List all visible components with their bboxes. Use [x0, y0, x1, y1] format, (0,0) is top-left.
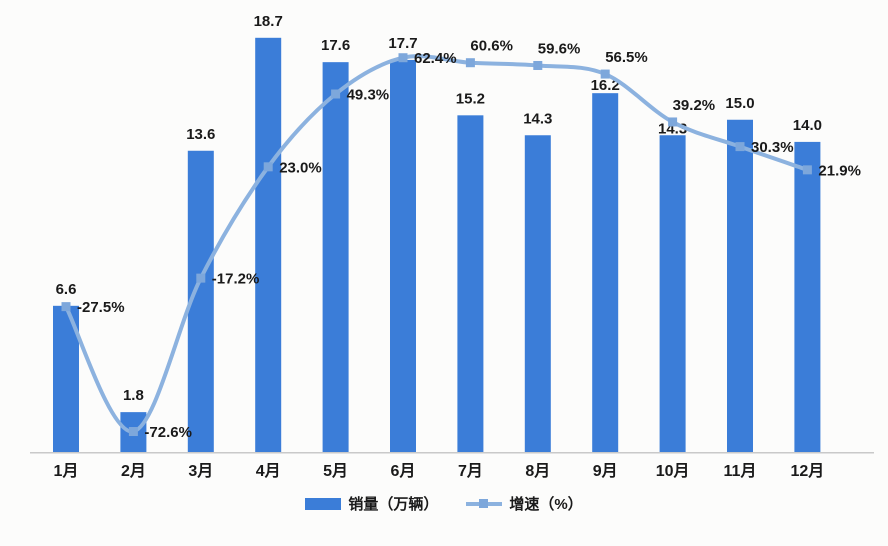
legend-item-sales: 销量（万辆） [305, 493, 438, 514]
bar-12 [794, 141, 821, 452]
x-tick-label-5: 5月 [323, 462, 348, 480]
bar-value-label-11: 15.0 [725, 95, 754, 112]
line-swatch-marker-icon [479, 499, 489, 508]
line-marker-11 [735, 142, 745, 152]
line-value-label-2: -72.6% [144, 424, 192, 441]
line-marker-1 [61, 302, 71, 312]
line-marker-10 [668, 117, 678, 127]
bar-value-label-3: 13.6 [186, 126, 215, 143]
line-value-label-12: 21.9% [818, 162, 861, 179]
line-marker-8 [533, 60, 543, 70]
bar-6 [390, 59, 416, 452]
line-marker-9 [600, 69, 610, 79]
line-value-label-7: 60.6% [470, 38, 513, 55]
bar-4 [255, 37, 282, 453]
x-tick-label-9: 9月 [593, 462, 618, 480]
bar-series-swatch [305, 497, 342, 510]
bar-value-label-1: 6.6 [56, 281, 77, 298]
line-marker-6 [398, 53, 408, 63]
line-value-label-11: 30.3% [751, 139, 794, 156]
line-value-label-1: -27.5% [77, 299, 125, 316]
bar-7 [457, 115, 484, 452]
bar-value-label-4: 18.7 [254, 13, 283, 30]
bar-value-label-8: 14.3 [523, 110, 552, 127]
bar-value-label-9: 16.2 [591, 77, 620, 94]
x-tick-label-2: 2月 [121, 462, 146, 480]
bar-9 [592, 93, 619, 453]
line-series-swatch [466, 497, 503, 510]
bar-value-label-12: 14.0 [793, 117, 822, 134]
bar-value-label-5: 17.6 [321, 37, 350, 54]
legend-label-sales: 销量（万辆） [348, 496, 439, 513]
bar-value-label-6: 17.7 [388, 35, 417, 52]
bar-value-label-7: 15.2 [456, 90, 485, 107]
x-tick-label-6: 6月 [391, 462, 416, 480]
x-tick-label-7: 7月 [458, 462, 483, 480]
x-tick-label-1: 1月 [54, 462, 79, 480]
x-tick-label-12: 12月 [790, 462, 824, 480]
chart-legend: 销量（万辆） 增速（%） [0, 493, 888, 514]
bar-5 [322, 62, 349, 452]
line-marker-7 [465, 58, 475, 68]
bar-value-label-2: 1.8 [123, 387, 144, 404]
line-value-label-5: 49.3% [347, 87, 390, 104]
x-tick-label-11: 11月 [724, 462, 757, 480]
line-value-label-4: 23.0% [279, 159, 322, 176]
line-value-label-6: 62.4% [414, 50, 457, 67]
line-marker-5 [331, 89, 341, 99]
x-tick-label-10: 10月 [656, 462, 690, 480]
bar-10 [659, 135, 686, 452]
line-marker-4 [263, 162, 273, 172]
line-marker-12 [802, 165, 812, 175]
line-value-label-3: -17.2% [212, 271, 260, 288]
x-tick-label-3: 3月 [188, 462, 213, 480]
legend-item-growth: 增速（%） [466, 493, 583, 514]
bar-8 [524, 135, 551, 452]
line-marker-2 [128, 427, 138, 437]
bar-11 [727, 119, 753, 452]
legend-label-growth: 增速（%） [509, 496, 583, 513]
line-marker-3 [196, 273, 206, 283]
line-value-label-10: 39.2% [673, 97, 716, 114]
line-value-label-9: 56.5% [605, 49, 648, 66]
line-value-label-8: 59.6% [538, 40, 581, 57]
x-tick-label-8: 8月 [525, 462, 550, 480]
x-tick-label-4: 4月 [256, 462, 281, 480]
